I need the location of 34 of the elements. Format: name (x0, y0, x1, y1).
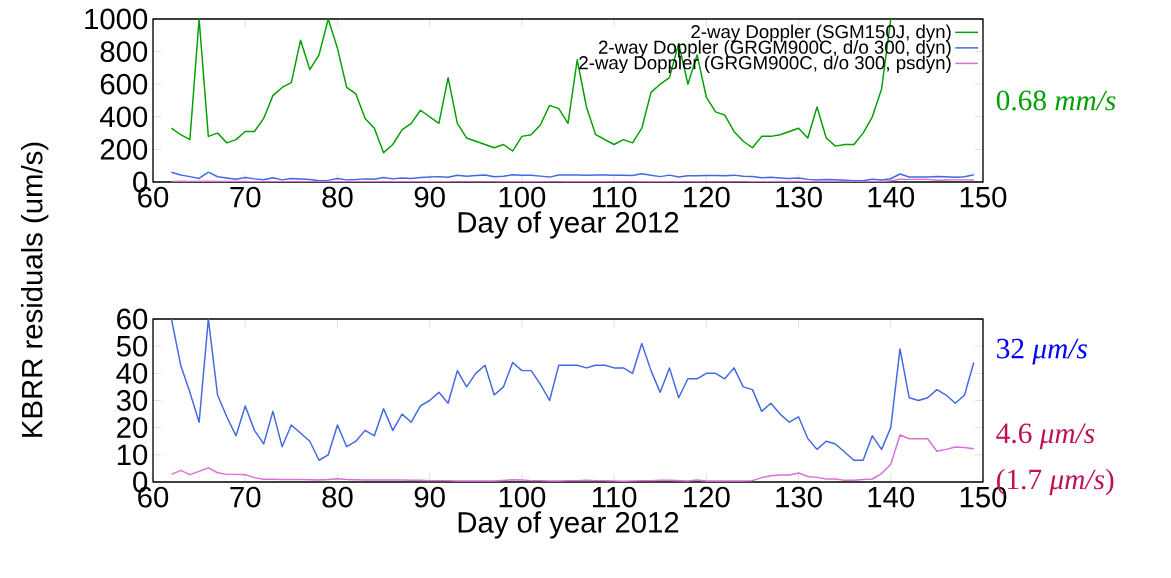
y-tick-label: 20 (117, 417, 148, 439)
x-tick-label: 80 (322, 486, 353, 508)
x-tick-label: 90 (414, 186, 445, 208)
y-tick-label: 40 (116, 362, 148, 384)
y-tick-label: 30 (116, 390, 148, 411)
text: 32 μm/s (997, 338, 1087, 365)
y-tick-label: 400 (100, 106, 148, 128)
x-tick-label: 130 (776, 486, 822, 508)
x-tick-label: 100 (499, 486, 546, 508)
x-tick-label: 140 (868, 186, 915, 208)
y-axis-title: KBRR residuals (um/s) (21, 142, 49, 437)
x-axis-title: Day of year 2012 (458, 211, 679, 239)
y-tick-label: 10 (117, 444, 148, 466)
x-tick-label: 150 (960, 186, 1007, 208)
y-tick-label: 800 (100, 41, 148, 62)
x-tick-label: 80 (322, 186, 353, 208)
x-axis-title: Day of year 2012 (458, 511, 679, 539)
y-tick-label: 600 (100, 73, 148, 95)
x-tick-label: 100 (499, 186, 546, 208)
x-tick-label: 110 (592, 486, 637, 508)
y-tick-label: 1000 (85, 8, 148, 30)
x-tick-label: 70 (230, 186, 261, 208)
x-tick-label: 120 (684, 186, 730, 208)
y-tick-label: 60 (117, 308, 148, 330)
text: 0.68 mm/s (996, 90, 1116, 111)
text: 4.6 μm/s (996, 423, 1095, 450)
x-tick-label: 70 (230, 486, 261, 508)
x-tick-label: 110 (592, 186, 637, 208)
y-tick-label: 50 (116, 335, 148, 357)
y-tick-label: 200 (100, 139, 148, 160)
x-tick-label: 140 (868, 486, 915, 508)
x-tick-label: 130 (776, 186, 822, 208)
x-tick-label: 90 (414, 486, 445, 508)
x-tick-label: 120 (684, 486, 730, 508)
